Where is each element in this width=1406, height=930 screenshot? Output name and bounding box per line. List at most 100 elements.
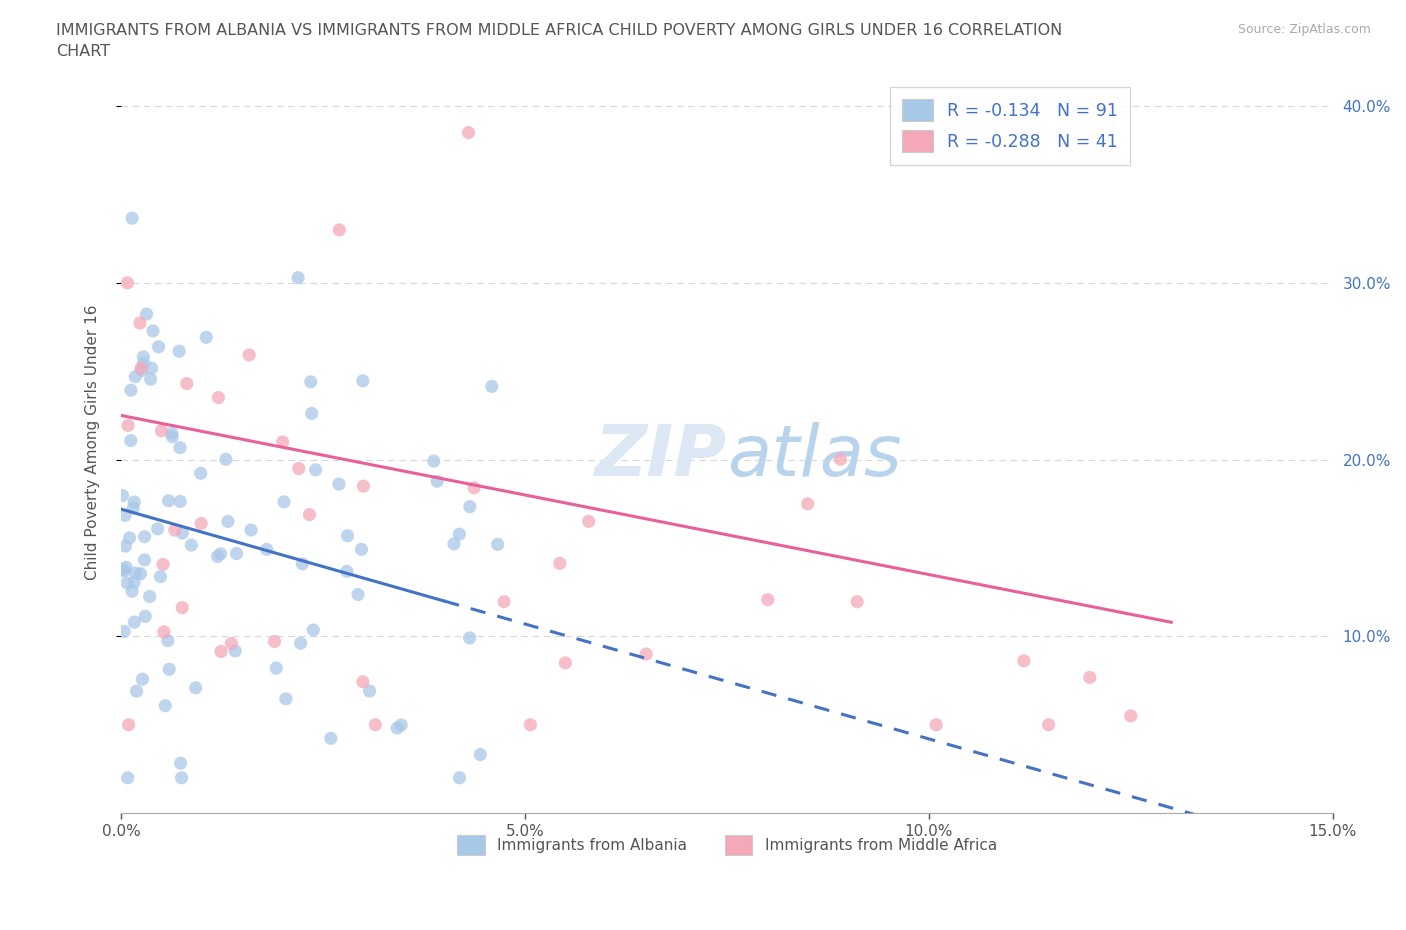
Point: [117, 418, 139, 432]
Point: [115, 576, 138, 591]
Point: [426, 473, 449, 488]
Point: [155, 698, 177, 713]
Point: [207, 549, 229, 564]
Point: [519, 717, 541, 732]
Point: [449, 770, 471, 785]
Text: ZIP: ZIP: [595, 422, 727, 491]
Point: [481, 379, 503, 393]
Point: [124, 615, 146, 630]
Point: [328, 222, 350, 237]
Point: [169, 756, 191, 771]
Point: [288, 461, 311, 476]
Point: [209, 644, 232, 659]
Point: [122, 575, 145, 590]
Point: [134, 609, 156, 624]
Point: [299, 375, 322, 390]
Point: [122, 495, 145, 510]
Point: [148, 339, 170, 354]
Point: [152, 557, 174, 572]
Point: [238, 348, 260, 363]
Point: [291, 556, 314, 571]
Point: [486, 537, 509, 551]
Point: [350, 542, 373, 557]
Point: [457, 126, 479, 140]
Point: [134, 529, 156, 544]
Point: [169, 494, 191, 509]
Point: [298, 507, 321, 522]
Point: [422, 454, 444, 469]
Point: [172, 600, 194, 615]
Point: [131, 671, 153, 686]
Point: [224, 644, 246, 658]
Point: [124, 565, 146, 580]
Point: [578, 514, 600, 529]
Point: [117, 275, 139, 290]
Point: [121, 211, 143, 226]
Point: [118, 530, 141, 545]
Point: [172, 525, 194, 540]
Point: [1119, 709, 1142, 724]
Point: [122, 500, 145, 515]
Point: [328, 477, 350, 492]
Point: [157, 493, 180, 508]
Point: [347, 587, 370, 602]
Point: [141, 361, 163, 376]
Legend: Immigrants from Albania, Immigrants from Middle Africa: Immigrants from Albania, Immigrants from…: [451, 830, 1002, 861]
Point: [336, 564, 359, 578]
Point: [184, 681, 207, 696]
Point: [287, 271, 309, 286]
Point: [131, 363, 153, 378]
Point: [449, 526, 471, 541]
Point: [111, 488, 134, 503]
Point: [134, 552, 156, 567]
Point: [167, 344, 190, 359]
Point: [153, 625, 176, 640]
Point: [125, 684, 148, 698]
Point: [169, 440, 191, 455]
Point: [121, 584, 143, 599]
Point: [336, 528, 359, 543]
Y-axis label: Child Poverty Among Girls Under 16: Child Poverty Among Girls Under 16: [86, 304, 100, 579]
Point: [139, 372, 162, 387]
Point: [190, 466, 212, 481]
Point: [135, 307, 157, 322]
Point: [120, 433, 142, 448]
Point: [925, 717, 948, 732]
Point: [470, 747, 492, 762]
Point: [142, 324, 165, 339]
Point: [1038, 717, 1060, 732]
Point: [112, 562, 135, 577]
Point: [636, 646, 658, 661]
Point: [458, 499, 481, 514]
Point: [830, 452, 852, 467]
Point: [157, 662, 180, 677]
Text: Source: ZipAtlas.com: Source: ZipAtlas.com: [1237, 23, 1371, 36]
Point: [256, 542, 278, 557]
Point: [112, 564, 135, 578]
Text: CHART: CHART: [56, 44, 110, 59]
Point: [156, 633, 179, 648]
Point: [458, 631, 481, 645]
Point: [195, 330, 218, 345]
Point: [554, 656, 576, 671]
Point: [352, 374, 374, 389]
Point: [117, 770, 139, 785]
Point: [129, 361, 152, 376]
Point: [114, 538, 136, 553]
Point: [463, 480, 485, 495]
Point: [180, 538, 202, 552]
Point: [163, 523, 186, 538]
Point: [263, 634, 285, 649]
Point: [264, 660, 287, 675]
Point: [352, 674, 374, 689]
Point: [149, 569, 172, 584]
Point: [162, 430, 184, 445]
Text: atlas: atlas: [727, 422, 901, 491]
Point: [217, 514, 239, 529]
Point: [305, 462, 328, 477]
Text: IMMIGRANTS FROM ALBANIA VS IMMIGRANTS FROM MIDDLE AFRICA CHILD POVERTY AMONG GIR: IMMIGRANTS FROM ALBANIA VS IMMIGRANTS FR…: [56, 23, 1063, 38]
Point: [114, 508, 136, 523]
Point: [146, 522, 169, 537]
Point: [274, 691, 297, 706]
Point: [290, 636, 312, 651]
